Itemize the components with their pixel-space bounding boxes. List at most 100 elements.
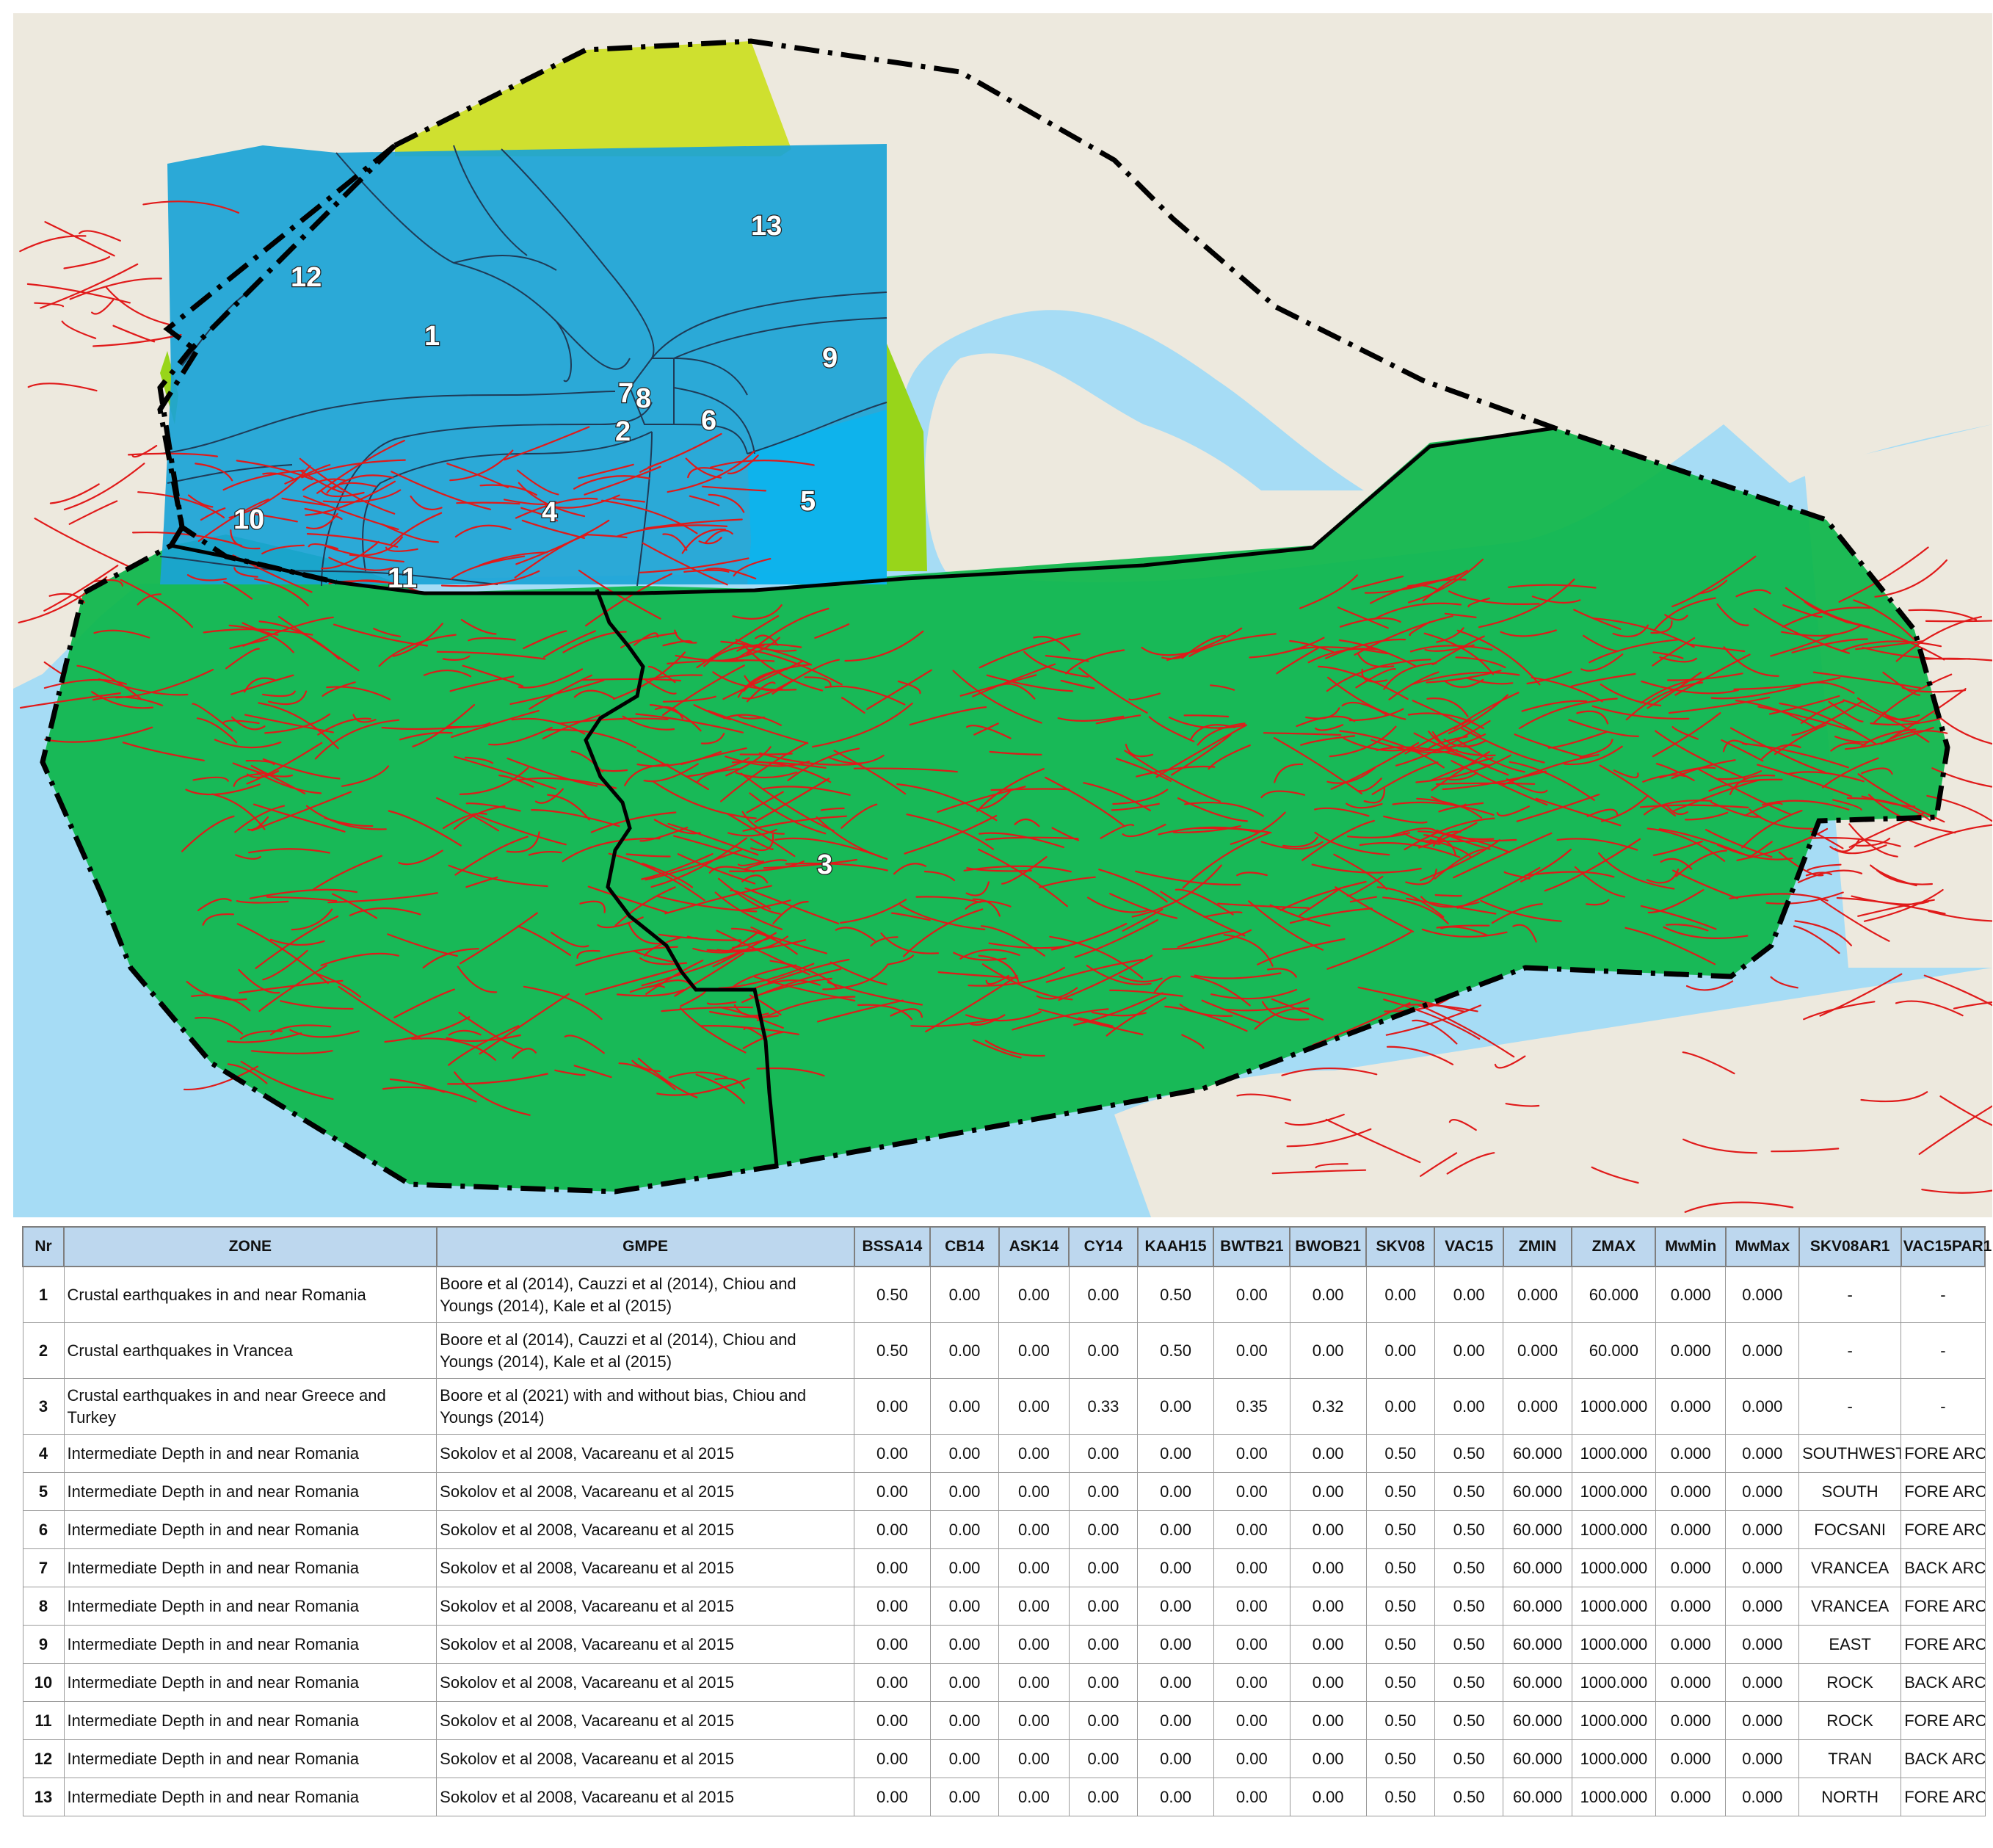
table-row[interactable]: 8 Intermediate Depth in and near Romania S… — [22, 1587, 1986, 1626]
fault-line-icon — [706, 1001, 737, 1005]
fault-line-icon — [562, 631, 627, 653]
fault-line-icon — [1109, 893, 1178, 919]
column-header-cy14[interactable]: CY14 — [1068, 1226, 1139, 1267]
fault-line-icon — [718, 877, 781, 915]
fault-line-icon — [281, 497, 329, 507]
table-row[interactable]: 9 Intermediate Depth in and near Romania S… — [22, 1625, 1986, 1664]
table-row[interactable]: 5 Intermediate Depth in and near Romania S… — [22, 1472, 1986, 1511]
table-row[interactable]: 1 Crustal earthquakes in and near Romania… — [22, 1266, 1986, 1323]
fault-line-icon — [1162, 929, 1252, 950]
column-header-skv08ar1[interactable]: SKV08AR1 — [1798, 1226, 1902, 1267]
table-cell: 0.00 — [1068, 1663, 1139, 1702]
row-number: 11 — [22, 1701, 65, 1740]
fault-line-icon — [727, 813, 796, 858]
column-header-ask14[interactable]: ASK14 — [998, 1226, 1070, 1267]
zone-lime[interactable] — [887, 344, 927, 571]
fault-line-icon — [804, 676, 832, 687]
fault-line-icon — [1717, 844, 1793, 860]
zone-label-9[interactable]: 9 — [821, 342, 839, 375]
fault-line-icon — [866, 669, 932, 710]
fault-line-icon — [266, 896, 338, 902]
zone-label-2[interactable]: 2 — [614, 416, 632, 449]
fault-line-icon — [1305, 707, 1340, 720]
fault-line-icon — [92, 333, 182, 347]
table-cell: Sokolov et al 2008, Vacareanu et al 2015 — [436, 1701, 854, 1740]
column-header-mwmin[interactable]: MwMin — [1655, 1226, 1727, 1267]
zone-label-1[interactable]: 1 — [424, 320, 441, 353]
table-cell: 0.00 — [1068, 1739, 1139, 1778]
fault-line-icon — [1371, 739, 1458, 753]
fault-line-icon — [585, 573, 672, 627]
column-header-gmpe[interactable]: GMPE — [435, 1226, 855, 1267]
table-row[interactable]: 12 Intermediate Depth in and near Romania… — [22, 1739, 1986, 1778]
table-cell: 0.33 — [1068, 1378, 1139, 1435]
table-cell: 0.00 — [929, 1625, 1000, 1664]
zone-label-10[interactable]: 10 — [233, 504, 266, 537]
table-cell: 0.00 — [1137, 1663, 1214, 1702]
fault-line-icon — [573, 1065, 612, 1079]
column-header-zmax[interactable]: ZMAX — [1571, 1226, 1657, 1267]
fault-line-icon — [880, 932, 939, 954]
zone-label-4[interactable]: 4 — [541, 496, 559, 529]
zone-label-6[interactable]: 6 — [700, 405, 718, 438]
fault-line-icon — [1435, 782, 1536, 786]
table-row[interactable]: 3 Crustal earthquakes in and near Greece … — [22, 1378, 1986, 1435]
fault-line-icon — [966, 725, 1012, 739]
zone-blue-region[interactable] — [160, 144, 887, 584]
table-cell: 60.000 — [1503, 1548, 1572, 1587]
column-header-bwtb21[interactable]: BWTB21 — [1213, 1226, 1291, 1267]
column-header-vac15[interactable]: VAC15 — [1434, 1226, 1504, 1267]
table-cell: 0.00 — [1365, 1322, 1435, 1379]
fault-line-icon — [328, 557, 393, 571]
table-cell: 0.00 — [929, 1663, 1000, 1702]
zone-3-area[interactable] — [43, 428, 1947, 1192]
column-header-cb14[interactable]: CB14 — [929, 1226, 1000, 1267]
fault-line-icon — [1882, 671, 1921, 696]
table-cell: 0.50 — [1434, 1739, 1504, 1778]
column-header-bwob21[interactable]: BWOB21 — [1289, 1226, 1368, 1267]
zone-label-8[interactable]: 8 — [635, 383, 653, 416]
fault-line-icon — [870, 936, 899, 947]
column-header-mwmax[interactable]: MwMax — [1724, 1226, 1800, 1267]
fault-line-icon — [302, 478, 346, 491]
seismic-zone-map[interactable]: 1 2 3 4 5 6 7 8 9 10 11 12 13 — [13, 13, 1992, 1217]
table-cell: 0.000 — [1725, 1322, 1800, 1379]
table-row[interactable]: 2 Crustal earthquakes in Vrancea Boore et … — [22, 1322, 1986, 1379]
zone-label-13[interactable]: 13 — [750, 210, 783, 243]
fault-line-icon — [1222, 998, 1310, 1012]
fault-line-icon — [1254, 1007, 1310, 1030]
zone-label-11[interactable]: 11 — [387, 562, 418, 595]
fault-line-icon — [391, 471, 492, 510]
fault-line-icon — [1500, 629, 1557, 637]
column-header-bssa14[interactable]: BSSA14 — [853, 1226, 932, 1267]
table-cell: 0.00 — [1289, 1778, 1367, 1816]
zone-label-7[interactable]: 7 — [617, 377, 635, 410]
table-row[interactable]: 13 Intermediate Depth in and near Romania… — [22, 1778, 1986, 1816]
column-header-kaah15[interactable]: KAAH15 — [1136, 1226, 1215, 1267]
zone-label-3[interactable]: 3 — [816, 849, 834, 882]
fault-line-icon — [1210, 988, 1298, 1000]
table-row[interactable]: 4 Intermediate Depth in and near Romania S… — [22, 1434, 1986, 1473]
fault-line-icon — [202, 913, 234, 926]
table-cell: 0.000 — [1725, 1472, 1800, 1511]
table-cell: 0.00 — [1289, 1434, 1367, 1473]
column-header-skv08[interactable]: SKV08 — [1365, 1226, 1436, 1267]
table-row[interactable]: 10 Intermediate Depth in and near Romania… — [22, 1663, 1986, 1702]
table-row[interactable]: 6 Intermediate Depth in and near Romania S… — [22, 1510, 1986, 1549]
table-row[interactable]: 11 Intermediate Depth in and near Romania… — [22, 1701, 1986, 1740]
column-header-zmin[interactable]: ZMIN — [1502, 1226, 1573, 1267]
column-header-nr[interactable]: Nr — [21, 1226, 65, 1267]
zone-yellow[interactable] — [395, 41, 791, 156]
zone-label-5[interactable]: 5 — [799, 485, 817, 518]
fault-line-icon — [423, 669, 472, 678]
fault-line-icon — [253, 803, 346, 833]
column-header-vac15par1[interactable]: VAC15PAR1 — [1900, 1226, 1992, 1267]
table-row[interactable]: 7 Intermediate Depth in and near Romania S… — [22, 1548, 1986, 1587]
fault-line-icon — [1271, 1169, 1367, 1175]
fault-line-icon — [1267, 968, 1297, 978]
column-header-zone[interactable]: ZONE — [63, 1226, 438, 1267]
zone-label-12[interactable]: 12 — [290, 261, 323, 294]
fault-line-icon — [1060, 679, 1095, 689]
row-number: 13 — [22, 1778, 65, 1816]
table-cell: 0.00 — [1365, 1266, 1435, 1323]
